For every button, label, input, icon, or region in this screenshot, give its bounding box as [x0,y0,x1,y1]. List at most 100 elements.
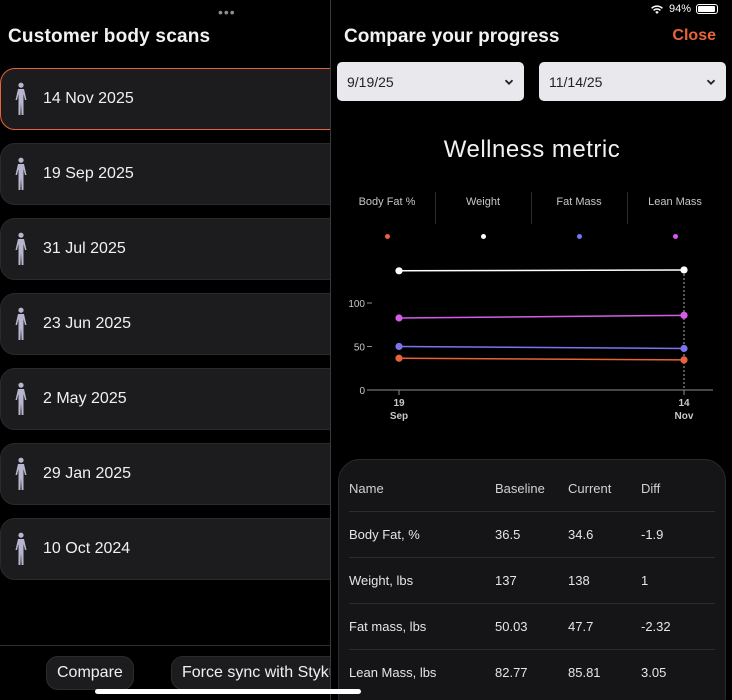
table-row: Lean Mass, lbs 82.77 85.81 3.05 [349,649,715,695]
body-figure-icon [15,382,27,415]
legend-dot [672,234,678,239]
table-header-cell: Current [568,480,612,496]
y-tick-label: 100 [348,299,365,310]
series-line [398,345,685,350]
table-cell: Lean Mass, lbs [349,664,437,680]
series-line [398,314,685,319]
wifi-icon [651,4,663,14]
scan-date: 2 May 2025 [43,390,127,407]
scan-date: 31 Jul 2025 [43,240,126,257]
body-figure-icon [15,232,27,265]
compare-title: Compare your progress [344,26,560,47]
battery-percent: 94% [668,3,691,15]
data-point [395,342,403,351]
scan-list-item[interactable]: 31 Jul 2025 [0,218,330,280]
table-cell: 1 [641,572,649,588]
data-point [680,344,688,353]
scan-list-item[interactable]: 23 Jun 2025 [0,293,330,355]
scan-list-item[interactable]: 29 Jan 2025 [0,443,330,505]
end-date-value: 11/14/25 [549,73,603,90]
data-point [680,356,688,364]
scan-date: 14 Nov 2025 [43,90,134,107]
table-row: Weight, lbs 137 138 1 [349,557,715,603]
table-header-row: Name Baseline Current Diff [349,465,715,511]
scan-date: 10 Oct 2024 [43,540,131,557]
end-date-select[interactable]: 11/14/25 [539,62,726,101]
legend-item[interactable]: Body Fat % [339,190,435,239]
table-cell: Weight, lbs [349,572,414,588]
table-cell: -2.32 [641,618,671,634]
table-header-cell: Diff [641,480,661,496]
scan-list-item[interactable]: 2 May 2025 [0,368,330,430]
start-date-select[interactable]: 9/19/25 [337,62,524,101]
scan-list-item[interactable]: 10 Oct 2024 [0,518,330,580]
table-cell: 36.5 [495,526,521,542]
y-tick-label: 50 [354,343,366,354]
table-cell: 82.77 [495,664,528,680]
scan-date: 23 Jun 2025 [43,315,132,332]
legend-item[interactable]: Lean Mass [627,190,723,239]
comparison-table: Name Baseline Current Diff Body Fat, % 36.5 34… [338,459,726,700]
table-cell: Body Fat, % [349,526,420,542]
data-point [680,266,688,274]
body-figure-icon [15,307,27,340]
series-line [398,269,685,272]
scan-date: 29 Jan 2025 [43,465,132,482]
scan-list-item[interactable]: 19 Sep 2025 [0,143,330,205]
body-figure-icon [15,532,27,565]
force-sync-button[interactable]: Force sync with Styku [171,656,330,690]
body-figure-icon [15,157,27,190]
wellness-line-chart: 0 50 100 19 Sep 14 Nov [348,266,713,422]
x-tick-label: Nov [675,411,694,422]
chevron-down-icon [504,79,514,85]
row-divider [349,557,715,558]
compare-button[interactable]: Compare [46,656,134,690]
table-cell: 50.03 [495,618,528,634]
chart-legend: Body Fat % Weight Fat Mass Lean Mass [339,190,723,239]
x-tick-label: 19 [393,398,405,409]
row-divider [349,649,715,650]
y-tick-label: 0 [359,386,365,397]
body-figure-icon [15,457,27,490]
row-divider [349,511,715,512]
legend-item[interactable]: Weight [435,190,531,239]
close-button[interactable]: Close [672,27,716,44]
page-title: Customer body scans [8,26,211,47]
status-bar: 94% [650,3,718,15]
table-cell: 47.7 [568,618,594,634]
chart-heading: Wellness metric [443,136,621,163]
compare-pane: 94% Compare your progress Close 9/19/25 … [330,0,732,700]
table-cell: -1.9 [641,526,664,542]
home-indicator[interactable] [95,689,361,694]
start-date-value: 9/19/25 [347,73,394,90]
scan-date: 19 Sep 2025 [43,165,134,182]
table-cell: 138 [568,572,590,588]
table-header-cell: Baseline [495,480,545,496]
data-point [680,311,688,319]
scan-list-item[interactable]: 14 Nov 2025 [0,68,330,130]
data-point [395,267,403,275]
legend-dot [480,234,486,239]
row-divider [349,603,715,604]
table-row: Fat mass, lbs 50.03 47.7 -2.32 [349,603,715,649]
scan-list-pane: ••• Customer body scans 14 Nov 2025 19 Se… [0,0,330,700]
table-cell: 137 [495,572,517,588]
series-line [398,357,685,361]
table-cell: 34.6 [568,526,594,542]
data-point [395,314,403,322]
multitasking-dots-icon[interactable]: ••• [218,4,236,20]
table-cell: 3.05 [641,664,667,680]
table-cell: Fat mass, lbs [349,618,427,634]
legend-label: Body Fat % [358,196,416,208]
legend-label: Fat Mass [556,196,602,208]
battery-icon [696,4,718,14]
legend-label: Weight [465,196,501,208]
table-cell: 85.81 [568,664,601,680]
legend-item[interactable]: Fat Mass [531,190,627,239]
legend-dot [576,234,582,239]
data-point [395,354,403,362]
table-row: Body Fat, % 36.5 34.6 -1.9 [349,511,715,557]
x-tick-label: Sep [390,411,408,422]
legend-label: Lean Mass [648,196,702,208]
table-header-cell: Name [349,480,384,496]
